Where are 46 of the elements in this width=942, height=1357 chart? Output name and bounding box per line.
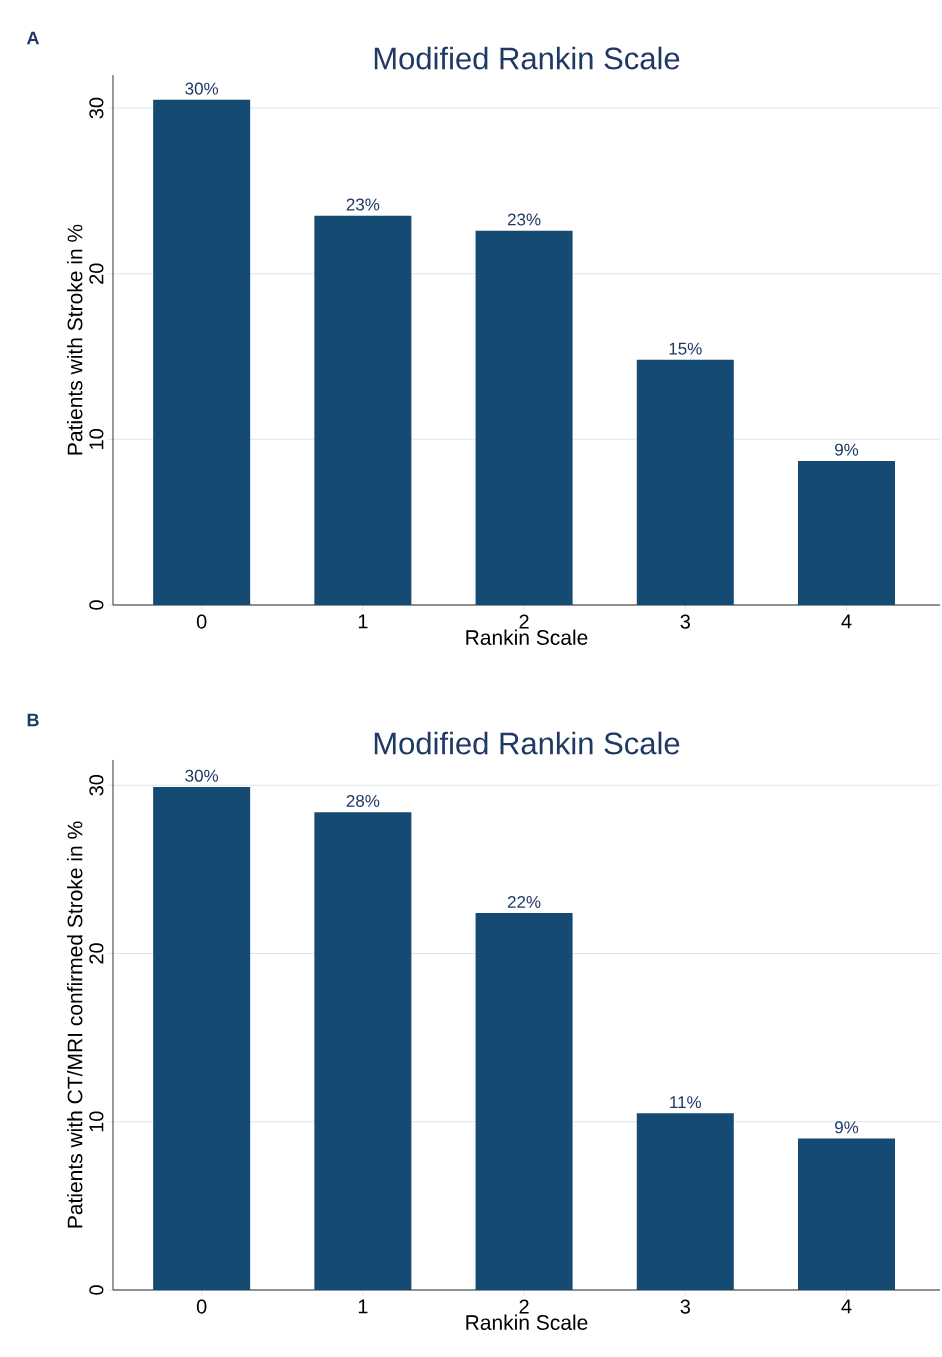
data-label: 11% [670,1096,702,1109]
x-tick-label: 0 [196,614,207,629]
y-tick-label: 30 [89,774,104,796]
x-tick-label: 1 [358,614,368,629]
bar [636,359,734,605]
bar [475,913,573,1290]
bar [475,230,573,605]
bar [153,786,251,1290]
x-tick-label: 0 [196,1299,207,1314]
chart-title: Modified Rankin Scale [374,46,680,70]
x-axis-title: Rankin Scale [466,629,588,645]
bar [798,1138,895,1290]
bar [314,215,412,605]
data-label: 15% [669,342,702,355]
chart-title: Modified Rankin Scale [374,731,680,755]
data-label: 28% [346,794,380,807]
y-tick-label: 0 [89,600,104,610]
data-label: 30% [185,82,219,95]
data-label: 9% [835,443,859,456]
x-tick-label: 4 [841,1299,852,1314]
x-tick-label: 1 [358,1299,368,1314]
data-label: 30% [185,769,219,782]
y-axis-title: Patients with Stroke in % [67,224,83,455]
data-label: 23% [507,213,541,226]
bar [636,1113,734,1290]
x-tick-label: 3 [680,1299,690,1314]
x-tick-label: 2 [519,614,529,629]
y-tick-label: 30 [89,97,104,119]
data-label: 9% [835,1121,859,1134]
y-tick-label: 0 [89,1285,104,1295]
data-label: 22% [507,895,541,908]
y-tick-label: 20 [89,263,104,284]
x-axis-title: Rankin Scale [466,1314,588,1330]
y-tick-label: 10 [89,1111,104,1132]
data-label: 23% [346,198,380,211]
bar [798,460,895,605]
y-axis-title: Patients with CT/MRI confirmed Stroke in % [67,821,83,1228]
y-tick-label: 20 [89,943,104,964]
x-tick-label: 3 [680,614,690,629]
bar [153,99,251,605]
x-tick-label: 2 [519,1299,529,1314]
bar [314,812,412,1290]
text: B [27,713,39,727]
y-tick-label: 10 [89,429,104,449]
x-tick-label: 4 [841,614,852,629]
text: A [26,31,40,45]
